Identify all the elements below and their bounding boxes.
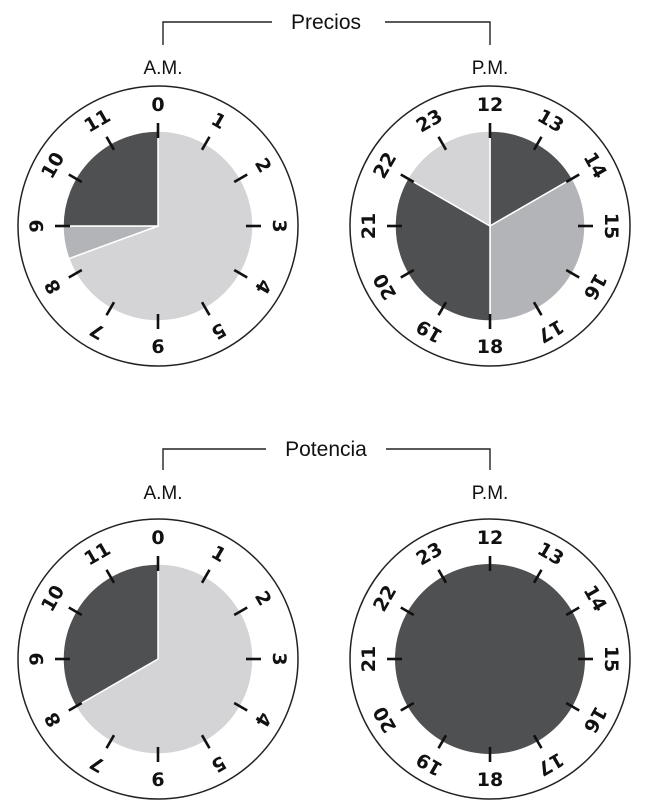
bracket-precios	[162, 21, 491, 45]
clock-potencia-am-tick-7	[105, 734, 116, 749]
clock-potencia-am-hour-label: 0	[151, 527, 164, 549]
clock-precios-am-tick-1	[200, 136, 211, 151]
clock-precios-pm-tick-10	[400, 173, 415, 184]
clock-precios-pm-hour-label: 15	[600, 213, 622, 239]
clock-potencia-pm-hour-label: 15	[600, 646, 622, 672]
clock-potencia-pm-hour-label: 12	[477, 527, 503, 549]
clock-potencia-pm-tick-5	[532, 734, 543, 749]
clock-potencia-pm-tick-7	[437, 734, 448, 749]
clock-precios-am-tick-8	[68, 268, 83, 279]
period-label-potencia-am: A.M.	[143, 483, 182, 504]
clock-precios-pm-tick-11	[437, 136, 448, 151]
clock-precios-pm-tick-2	[565, 173, 580, 184]
clock-precios-am-hour-label: 6	[151, 336, 164, 358]
clock-precios-am-tick-5	[200, 301, 211, 316]
clock-potencia-am-tick-1	[200, 569, 211, 584]
clock-precios-pm-tick-5	[532, 301, 543, 316]
clock-potencia-pm-tick-8	[400, 701, 415, 712]
clock-potencia-am-tick-2	[233, 606, 248, 617]
clock-precios-am-tick-4	[233, 268, 248, 279]
clock-precios-am-hour-label: 9	[26, 219, 48, 232]
clock-precios-am-tick-11	[105, 136, 116, 151]
clock-precios-pm-hour-label: 18	[477, 336, 503, 358]
clock-potencia-pm-tick-10	[400, 606, 415, 617]
clock-precios-pm-tick-7	[437, 301, 448, 316]
clock-potencia-am-tick-10	[68, 606, 83, 617]
clock-precios-am-hour-label: 3	[268, 219, 290, 232]
clock-potencia-am-tick-5	[200, 734, 211, 749]
clock-potencia-am-tick-4	[233, 701, 248, 712]
clock-potencia-pm-tick-11	[437, 569, 448, 584]
clock-potencia-am-tick-8	[68, 701, 83, 712]
period-label-potencia-pm: P.M.	[472, 483, 509, 504]
group-title-potencia: Potencia	[285, 438, 367, 461]
clock-potencia-pm-hour-label: 18	[477, 769, 503, 791]
clock-potencia-pm-tick-1	[532, 569, 543, 584]
clock-potencia-pm-segment-0	[395, 564, 585, 754]
clock-potencia-pm-hour-label: 21	[358, 646, 380, 672]
clock-potencia-am-hour-label: 6	[151, 769, 164, 791]
clock-precios-am-hour-label: 0	[151, 94, 164, 116]
clock-precios-pm-tick-4	[565, 268, 580, 279]
period-label-precios-pm: P.M.	[472, 58, 509, 79]
clock-precios-am-tick-2	[233, 173, 248, 184]
clock-precios-pm-hour-label: 12	[477, 94, 503, 116]
clock-precios-pm-tick-1	[532, 136, 543, 151]
clock-precios-pm-tick-8	[400, 268, 415, 279]
clock-precios-am-segment-0	[68, 130, 254, 322]
clock-precios-pm-hour-label: 21	[358, 213, 380, 239]
clock-precios-am-segment-2	[62, 130, 159, 227]
period-label-precios-am: A.M.	[143, 58, 182, 79]
clock-potencia-am-hour-label: 9	[26, 652, 48, 665]
clock-potencia-pm-tick-2	[565, 606, 580, 617]
group-title-precios: Precios	[291, 11, 361, 34]
clock-precios-am-tick-10	[68, 173, 83, 184]
clock-potencia-am-tick-11	[105, 569, 116, 584]
clock-potencia-am-hour-label: 3	[268, 652, 290, 665]
bracket-potencia	[162, 448, 491, 470]
clock-precios-am-tick-7	[105, 301, 116, 316]
clock-potencia-pm-tick-4	[565, 701, 580, 712]
